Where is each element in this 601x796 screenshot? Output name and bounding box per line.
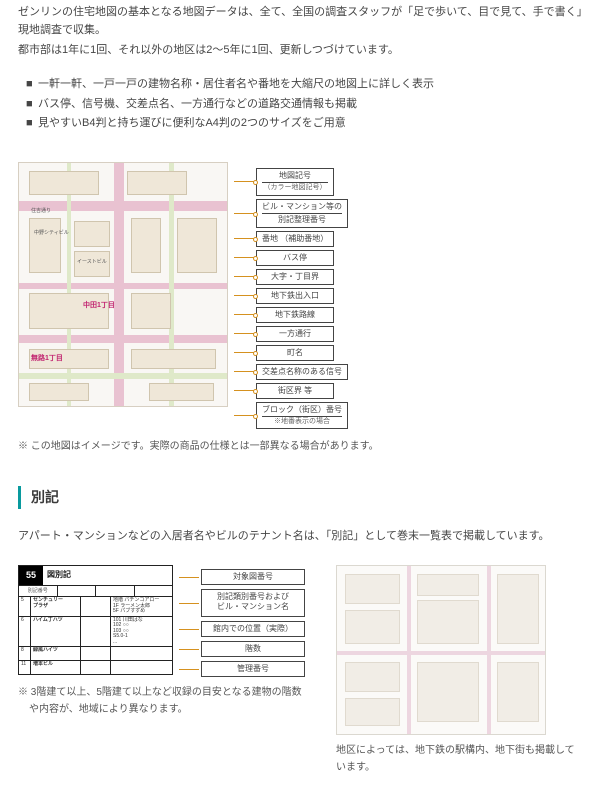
map-label: 無路1丁目: [31, 353, 63, 365]
table-row: 5センチュリー プラザ地階 パチンコアロー 1F ラーメン太郎 5F パブすずめ: [19, 596, 172, 616]
list-item: バス停、信号機、交差点名、一方通行などの道路交通情報も掲載: [26, 95, 583, 113]
intro-line2: 都市部は1年に1回、それ以外の地区は2〜5年に1回、更新しつづけています。: [18, 41, 583, 59]
bekki-page-number: 55: [19, 566, 43, 585]
legend-box: 一方通行: [256, 326, 334, 342]
map-label: 住吉通り: [31, 207, 51, 215]
legend-box: 地下鉄出入口: [256, 288, 334, 304]
legend-box: 対象図番号: [201, 569, 305, 585]
legend-item: バス停: [234, 250, 583, 266]
legend-box: 町名: [256, 345, 334, 361]
bekki-column: 55 図別記 別記番号 5センチュリー プラザ地階 パチンコアロー 1F ラーメ…: [18, 565, 308, 718]
leader-line: [234, 181, 256, 182]
intro-line1: ゼンリンの住宅地図の基本となる地図データは、全て、全国の調査スタッフが「足で歩い…: [18, 3, 583, 39]
leader-line: [234, 390, 256, 391]
legend-box: 地図記号（カラー地図記号）: [256, 168, 334, 196]
legend-item: 大字・丁目界: [234, 269, 583, 285]
legend-item: ビル・マンション等の別記整理番号: [234, 199, 583, 228]
legend-item: 地下鉄出入口: [234, 288, 583, 304]
leader-line: [234, 257, 256, 258]
bekki-subcol: [96, 586, 135, 596]
legend-box: ブロック（街区）番号※地番表示の場合: [256, 402, 348, 430]
bekki-subcol: [58, 586, 97, 596]
bottom-row: 55 図別記 別記番号 5センチュリー プラザ地階 パチンコアロー 1F ラーメ…: [18, 565, 583, 776]
leader-line: [234, 238, 256, 239]
bekki-note: ※ 3階建て以上、5階建て以上など収録の目安となる建物の階数や内容が、地域により…: [18, 685, 308, 718]
legend-item: 街区界 等: [234, 383, 583, 399]
section-desc: アパート・マンションなどの入居者名やビルのテナント名は、「別記」として巻末一覧表…: [18, 527, 583, 545]
bekki-legend: 対象図番号 別記類別番号および ビル・マンション名 館内での位置（実際） 階数 …: [179, 569, 305, 677]
map-figure: 住吉通り 中野シティビル イーストビル 中田1丁目 無路1丁目 地図記号（カラー…: [18, 162, 583, 456]
map-note: ※ この地図はイメージです。実際の商品の仕様とは一部異なる場合があります。: [18, 439, 583, 456]
section-title: 別記: [18, 486, 583, 509]
legend-box: 管理番号: [201, 661, 305, 677]
intro-block: ゼンリンの住宅地図の基本となる地図データは、全て、全国の調査スタッフが「足で歩い…: [18, 3, 583, 59]
legend-box: 階数: [201, 641, 305, 657]
sample-map-image: 住吉通り 中野シティビル イーストビル 中田1丁目 無路1丁目: [18, 162, 228, 407]
legend-item: 一方通行: [234, 326, 583, 342]
leader-line: [234, 276, 256, 277]
list-item: 一軒一軒、一戸一戸の建物名称・居住者名や番地を大縮尺の地図上に詳しく表示: [26, 75, 583, 93]
station-column: 地区によっては、地下鉄の駅構内、地下街も掲載しています。: [336, 565, 583, 776]
bekki-subcol: 別記番号: [19, 586, 58, 596]
legend-item: 地図記号（カラー地図記号）: [234, 168, 583, 196]
leader-line: [234, 213, 256, 214]
bekki-subcol: [135, 586, 173, 596]
table-row: 6ハイム丁ハツ101 川田はな 102 ○○ 103 ○○ S5.0-1 ...: [19, 616, 172, 647]
legend-item: 交差点名称のある信号: [234, 364, 583, 380]
map-legend: 地図記号（カラー地図記号） ビル・マンション等の別記整理番号番地 （補助番地） バス…: [228, 168, 583, 430]
legend-item: ブロック（街区）番号※地番表示の場合: [234, 402, 583, 430]
legend-box: バス停: [256, 250, 334, 266]
legend-box: 番地 （補助番地）: [256, 231, 334, 247]
bekki-page-title: 図別記: [43, 566, 172, 585]
legend-text: 別記類別番号および ビル・マンション名: [207, 592, 299, 613]
leader-line: [234, 352, 256, 353]
legend-box: 交差点名称のある信号: [256, 364, 348, 380]
map-label: 中野シティビル: [34, 229, 69, 237]
leader-line: [234, 371, 256, 372]
map-label: イーストビル: [77, 258, 107, 266]
legend-item: 地下鉄路線: [234, 307, 583, 323]
legend-box: ビル・マンション等の別記整理番号: [256, 199, 348, 228]
legend-box: 別記類別番号および ビル・マンション名: [201, 589, 305, 617]
legend-item: 町名: [234, 345, 583, 361]
leader-line: [234, 314, 256, 315]
leader-line: [234, 295, 256, 296]
station-map-image: [336, 565, 546, 735]
bekki-table-image: 55 図別記 別記番号 5センチュリー プラザ地階 パチンコアロー 1F ラーメ…: [18, 565, 173, 675]
table-row: 11増本ビル: [19, 660, 172, 674]
station-note: 地区によっては、地下鉄の駅構内、地下街も掲載しています。: [336, 743, 583, 776]
legend-item: 番地 （補助番地）: [234, 231, 583, 247]
legend-box: 大字・丁目界: [256, 269, 334, 285]
leader-line: [234, 333, 256, 334]
table-row: 8緑風ハイツ: [19, 646, 172, 660]
legend-box: 街区界 等: [256, 383, 334, 399]
legend-box: 地下鉄路線: [256, 307, 334, 323]
legend-box: 館内での位置（実際）: [201, 621, 305, 637]
map-label: 中田1丁目: [83, 300, 115, 312]
leader-line: [234, 415, 256, 416]
list-item: 見やすいB4判と持ち運びに便利なA4判の2つのサイズをご用意: [26, 114, 583, 132]
feature-list: 一軒一軒、一戸一戸の建物名称・居住者名や番地を大縮尺の地図上に詳しく表示 バス停…: [26, 75, 583, 131]
